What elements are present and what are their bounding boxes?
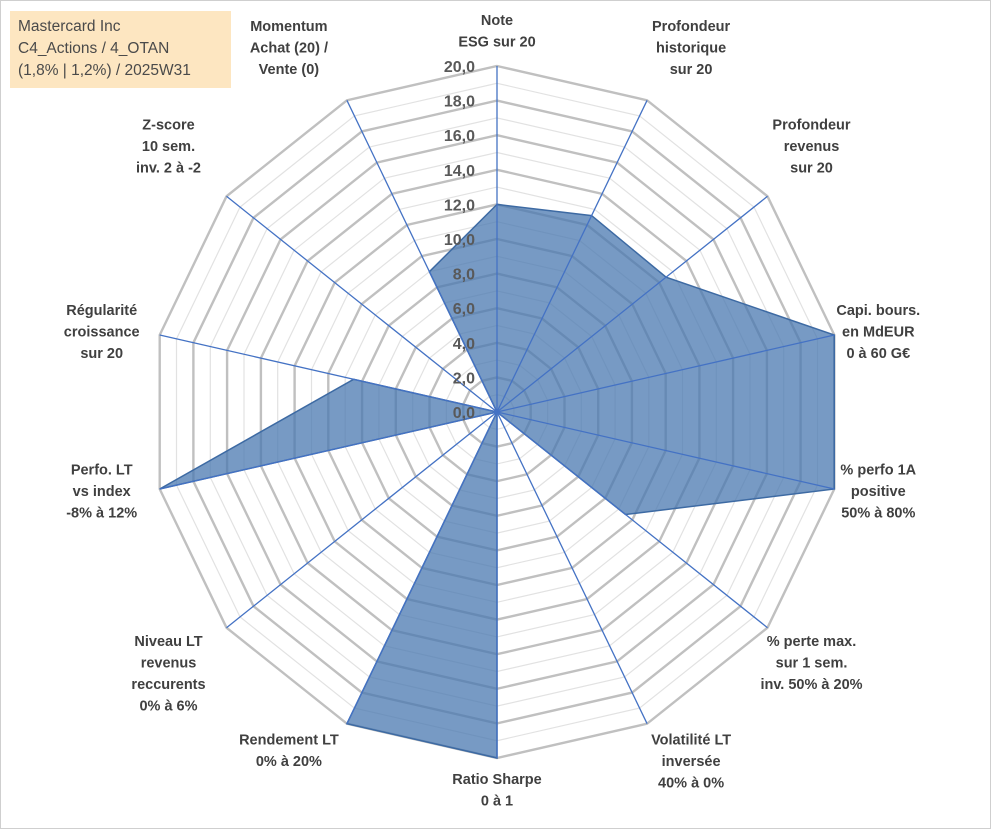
radar-spoke bbox=[496, 100, 648, 413]
radar-tick-label: 20,0 bbox=[444, 59, 475, 76]
radar-axis-label-line: % perte max. bbox=[767, 634, 856, 650]
radar-tick-labels: 0,0 2,0 4,0 6,0 8,0 10,0 12,0 14,0 16,0 18,0 20,0 bbox=[444, 59, 475, 422]
radar-tick-label: 6,0 bbox=[453, 301, 475, 318]
radar-tick-label: 10,0 bbox=[444, 232, 475, 249]
radar-axis-label-line: inv. 2 à -2 bbox=[136, 161, 201, 177]
radar-axis-label-line: croissance bbox=[64, 325, 140, 341]
radar-axis-label: Ratio Sharpe 0 à 1 bbox=[452, 772, 541, 810]
radar-spoke bbox=[496, 334, 835, 413]
radar-axis-labels: Note ESG sur 20 Profondeur historique sur 20… bbox=[64, 13, 920, 810]
radar-spoke bbox=[226, 411, 498, 629]
radar-axis-label-line: reccurents bbox=[131, 677, 205, 693]
radar-axis-label-line: vs index bbox=[73, 484, 131, 500]
radar-axis-label-line: historique bbox=[656, 40, 726, 56]
radar-axis-label: % perte max. sur 1 sem. inv. 50% à 20% bbox=[760, 634, 862, 693]
radar-axis-label-line: Vente (0) bbox=[259, 62, 320, 78]
radar-spokes bbox=[159, 66, 835, 758]
radar-axis-label-line: Ratio Sharpe bbox=[452, 772, 541, 788]
radar-axis-label-line: 0 à 60 G€ bbox=[846, 346, 910, 362]
radar-axis-label-line: Capi. bours. bbox=[836, 303, 920, 319]
radar-spoke bbox=[346, 100, 498, 413]
radar-axis-label-line: ESG sur 20 bbox=[458, 35, 535, 51]
radar-axis-label-line: sur 1 sem. bbox=[776, 656, 848, 672]
radar-axis-label-line: % perfo 1A bbox=[840, 462, 916, 478]
title-category: C4_Actions / 4_OTAN bbox=[18, 40, 170, 57]
radar-tick-label: 16,0 bbox=[444, 128, 475, 145]
radar-axis-label: Rendement LT 0% à 20% bbox=[239, 733, 339, 771]
radar-axis-label-line: inversée bbox=[662, 754, 721, 770]
radar-axis-label: Capi. bours. en MdEUR 0 à 60 G€ bbox=[836, 303, 920, 362]
radar-spoke bbox=[346, 411, 498, 724]
radar-axis-label-line: 0% à 6% bbox=[139, 699, 197, 715]
radar-axis-label-line: sur 20 bbox=[790, 161, 833, 177]
radar-axis-label-line: Niveau LT bbox=[134, 634, 202, 650]
radar-axis-label-line: 0 à 1 bbox=[481, 794, 513, 810]
radar-spoke bbox=[496, 411, 648, 724]
radar-axis-label-line: Achat (20) / bbox=[250, 40, 328, 56]
radar-axis-label-line: Momentum bbox=[250, 19, 327, 35]
radar-axis-label-line: 0% à 20% bbox=[256, 754, 322, 770]
radar-spoke bbox=[496, 411, 835, 490]
radar-axis-label: Régularité croissance sur 20 bbox=[64, 303, 140, 362]
radar-axis-label-line: en MdEUR bbox=[842, 325, 915, 341]
radar-axis-label-line: revenus bbox=[784, 139, 840, 155]
radar-axis-label-line: Perfo. LT bbox=[71, 462, 133, 478]
radar-spoke bbox=[159, 334, 498, 413]
radar-axis-label-line: 50% à 80% bbox=[841, 505, 915, 521]
radar-spoke bbox=[496, 195, 768, 413]
radar-axis-label: Niveau LT revenus reccurents 0% à 6% bbox=[131, 634, 205, 715]
radar-axis-label-line: Volatilité LT bbox=[651, 733, 731, 749]
radar-spoke bbox=[159, 411, 498, 490]
radar-axis-label-line: revenus bbox=[141, 656, 197, 672]
radar-axis-label: Momentum Achat (20) / Vente (0) bbox=[250, 19, 328, 78]
radar-tick-label: 12,0 bbox=[444, 197, 475, 214]
radar-axis-label-line: 10 sem. bbox=[142, 139, 195, 155]
radar-tick-label: 14,0 bbox=[444, 163, 475, 180]
radar-axis-label: Volatilité LT inversée 40% à 0% bbox=[651, 733, 731, 792]
chart-title-box: Mastercard Inc C4_Actions / 4_OTAN (1,8%… bbox=[10, 11, 231, 88]
radar-tick-label: 2,0 bbox=[453, 370, 475, 387]
radar-spoke bbox=[226, 195, 498, 413]
radar-axis-label: % perfo 1A positive 50% à 80% bbox=[840, 462, 916, 521]
radar-axis-label-line: Régularité bbox=[66, 303, 137, 319]
radar-tick-label: 0,0 bbox=[453, 405, 475, 422]
radar-spoke bbox=[496, 411, 768, 629]
radar-tick-label: 4,0 bbox=[453, 336, 475, 353]
radar-tick-label: 18,0 bbox=[444, 94, 475, 111]
radar-axis-label-line: 40% à 0% bbox=[658, 776, 724, 792]
title-weights-date: (1,8% | 1,2%) / 2025W31 bbox=[18, 62, 191, 79]
title-company: Mastercard Inc bbox=[18, 18, 121, 35]
radar-axis-label-line: inv. 50% à 20% bbox=[760, 677, 862, 693]
radar-axis-label: Z-score 10 sem. inv. 2 à -2 bbox=[136, 118, 201, 177]
radar-axis-label-line: sur 20 bbox=[80, 346, 123, 362]
radar-axis-label: Perfo. LT vs index -8% à 12% bbox=[66, 462, 137, 521]
radar-axis-label-line: Note bbox=[481, 13, 513, 29]
radar-tick-label: 8,0 bbox=[453, 267, 475, 284]
radar-axis-label-line: positive bbox=[851, 484, 906, 500]
radar-axis-label-line: Z-score bbox=[142, 118, 194, 134]
radar-axis-label-line: Profondeur bbox=[652, 19, 730, 35]
radar-axis-label-line: -8% à 12% bbox=[66, 505, 137, 521]
radar-axis-label-line: sur 20 bbox=[670, 62, 713, 78]
radar-axis-label: Profondeur historique sur 20 bbox=[652, 19, 730, 78]
radar-axis-label: Note ESG sur 20 bbox=[458, 13, 535, 51]
radar-axis-label-line: Rendement LT bbox=[239, 733, 339, 749]
radar-axis-label: Profondeur revenus sur 20 bbox=[772, 118, 850, 177]
radar-axis-label-line: Profondeur bbox=[772, 118, 850, 134]
